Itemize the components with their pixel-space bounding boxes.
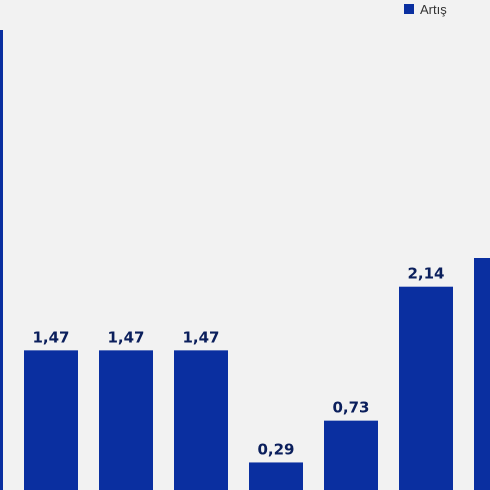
value-label-6: 2,14 [407, 265, 444, 283]
bar-6 [399, 286, 453, 490]
bars-layer [0, 30, 490, 490]
value-label-3: 1,47 [182, 328, 219, 346]
value-label-1: 1,47 [32, 328, 69, 346]
bar-7 [474, 258, 490, 490]
value-labels-layer: 1,471,471,470,290,732,142 [32, 265, 444, 459]
value-label-5: 0,73 [332, 399, 369, 417]
value-label-4: 0,29 [257, 440, 294, 458]
bar-5 [324, 420, 378, 490]
bar-0 [0, 30, 3, 490]
bar-1 [24, 350, 78, 490]
value-label-2: 1,47 [107, 328, 144, 346]
bar-2 [99, 350, 153, 490]
legend: Artış [404, 1, 447, 17]
bar-4 [249, 462, 303, 490]
legend-label: Artış [420, 1, 447, 17]
legend-swatch-icon [404, 4, 414, 14]
bar-3 [174, 350, 228, 490]
